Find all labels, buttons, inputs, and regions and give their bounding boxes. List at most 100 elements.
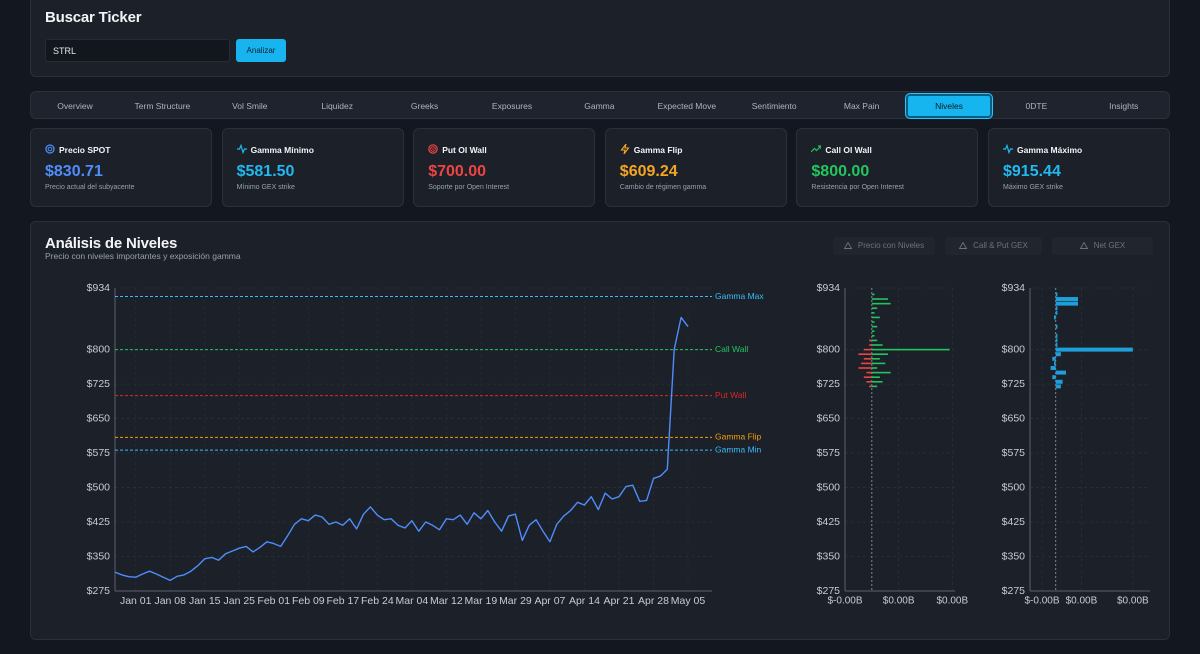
gex-bar <box>863 376 872 378</box>
tab[interactable]: Niveles <box>906 94 992 118</box>
tab[interactable]: Sentimiento <box>751 101 797 111</box>
tab[interactable]: Exposures <box>491 101 533 111</box>
y-tick-label: $500 <box>1002 481 1026 493</box>
gex-bar <box>871 302 891 305</box>
card-note: Precio actual del subyacente <box>45 184 135 191</box>
gex-bar <box>1055 379 1063 384</box>
gex-bar <box>1055 370 1066 375</box>
y-tick-label: $650 <box>817 412 841 424</box>
gex-bar <box>1055 324 1058 329</box>
gex-bar <box>871 362 886 365</box>
x-tick-label: Apr 28 <box>638 595 669 607</box>
tab[interactable]: Expected Move <box>657 101 717 111</box>
tab[interactable]: Liquidez <box>321 101 354 111</box>
x-tick-label: Feb 17 <box>326 595 359 607</box>
y-tick-label: $500 <box>87 481 111 493</box>
view-button[interactable]: Precio con Niveles <box>833 237 935 255</box>
x-tick-label: Mar 29 <box>499 595 532 607</box>
view-button[interactable]: Net GEX <box>1052 237 1153 255</box>
view-button-label: Precio con Niveles <box>857 241 925 250</box>
x-tick-label: $0.00B <box>883 596 915 607</box>
y-tick-label: $275 <box>1002 585 1026 597</box>
panel-title: Análisis de Niveles <box>45 235 178 252</box>
card-value: $581.50 <box>236 163 295 180</box>
x-tick-label: $0.00B <box>1117 596 1149 607</box>
y-tick-label: $350 <box>817 550 841 562</box>
tab[interactable]: Gamma <box>584 101 615 111</box>
gex-bar <box>871 298 888 300</box>
card-value: $609.24 <box>619 163 678 180</box>
y-tick-label: $500 <box>817 481 841 493</box>
y-tick-label: $275 <box>817 585 841 597</box>
x-tick-label: Mar 04 <box>396 595 429 607</box>
tab[interactable]: Greeks <box>410 101 439 111</box>
gex-bar <box>1055 347 1133 352</box>
tab[interactable]: Insights <box>1109 101 1139 111</box>
card-value: $700.00 <box>428 163 487 180</box>
x-tick-label: $0.00B <box>1066 596 1098 607</box>
card-note: Resistencia por Open Interest <box>811 184 904 191</box>
gex-bar <box>1055 292 1058 297</box>
card-value: $800.00 <box>811 163 870 180</box>
x-tick-label: Mar 19 <box>465 595 498 607</box>
gex-bar <box>871 321 875 323</box>
analyze-button[interactable]: Analizar <box>236 39 286 62</box>
y-tick-label: $425 <box>87 516 111 528</box>
y-tick-label: $275 <box>87 585 111 597</box>
gex-bar <box>1055 333 1058 338</box>
ticker-input[interactable]: STRL <box>45 39 230 62</box>
gex-bar <box>1055 384 1061 389</box>
stat-card: Gamma Mínimo $581.50 Mínimo GEX strike <box>221 128 404 207</box>
y-tick-label: $650 <box>87 412 111 424</box>
card-title: Gamma Máximo <box>1017 145 1083 155</box>
gex-bar <box>871 325 878 328</box>
y-tick-label: $725 <box>1002 378 1026 390</box>
y-tick-label: $350 <box>87 550 111 562</box>
x-tick-label: $-0.00B <box>827 596 862 607</box>
stat-card: Gamma Flip $609.24 Cambio de régimen gamma <box>604 128 787 207</box>
y-tick-label: $934 <box>87 282 111 294</box>
gex-bar <box>1055 338 1058 343</box>
card-title: Call OI Wall <box>825 145 872 155</box>
gex-bar <box>871 358 880 360</box>
level-label: Call Wall <box>715 344 748 354</box>
x-tick-label: Feb 24 <box>361 595 394 607</box>
card-icon <box>811 145 822 153</box>
level-label: Gamma Flip <box>715 432 762 442</box>
view-button[interactable]: Call & Put GEX <box>945 237 1042 255</box>
tab[interactable]: Max Pain <box>843 101 880 111</box>
gex-bar <box>869 339 872 342</box>
gex-bar <box>871 339 878 342</box>
gex-bar <box>1052 356 1056 361</box>
x-tick-label: $-0.00B <box>1024 596 1059 607</box>
y-tick-label: $650 <box>1002 412 1026 424</box>
tab[interactable]: Overview <box>57 101 93 111</box>
gex-bar <box>1055 343 1058 348</box>
gex-bar <box>871 380 883 383</box>
tab[interactable]: Term Structure <box>134 101 191 111</box>
gex-bar <box>861 362 872 365</box>
gex-bar <box>1055 301 1078 306</box>
levels-panel <box>30 221 1170 640</box>
card-icon <box>428 144 438 154</box>
gex-bar <box>1055 297 1078 302</box>
level-label: Put Wall <box>715 390 746 400</box>
gex-bar <box>1054 361 1056 366</box>
gex-bar <box>871 330 875 333</box>
x-tick-label: Apr 07 <box>534 595 565 607</box>
level-label: Gamma Min <box>715 444 762 454</box>
tab[interactable]: Vol Smile <box>232 101 268 111</box>
tab[interactable]: 0DTE <box>1025 101 1048 111</box>
gex-bar <box>871 307 878 310</box>
y-tick-label: $934 <box>817 282 841 294</box>
gex-bar <box>871 335 875 337</box>
gex-bar <box>871 344 883 346</box>
x-tick-label: Jan 08 <box>154 595 186 607</box>
y-tick-label: $800 <box>87 343 111 355</box>
gex-bar <box>1055 310 1058 315</box>
card-icon <box>45 144 55 154</box>
stat-card: Gamma Máximo $915.44 Máximo GEX strike <box>988 128 1170 207</box>
view-button-label: Call & Put GEX <box>973 241 1028 250</box>
